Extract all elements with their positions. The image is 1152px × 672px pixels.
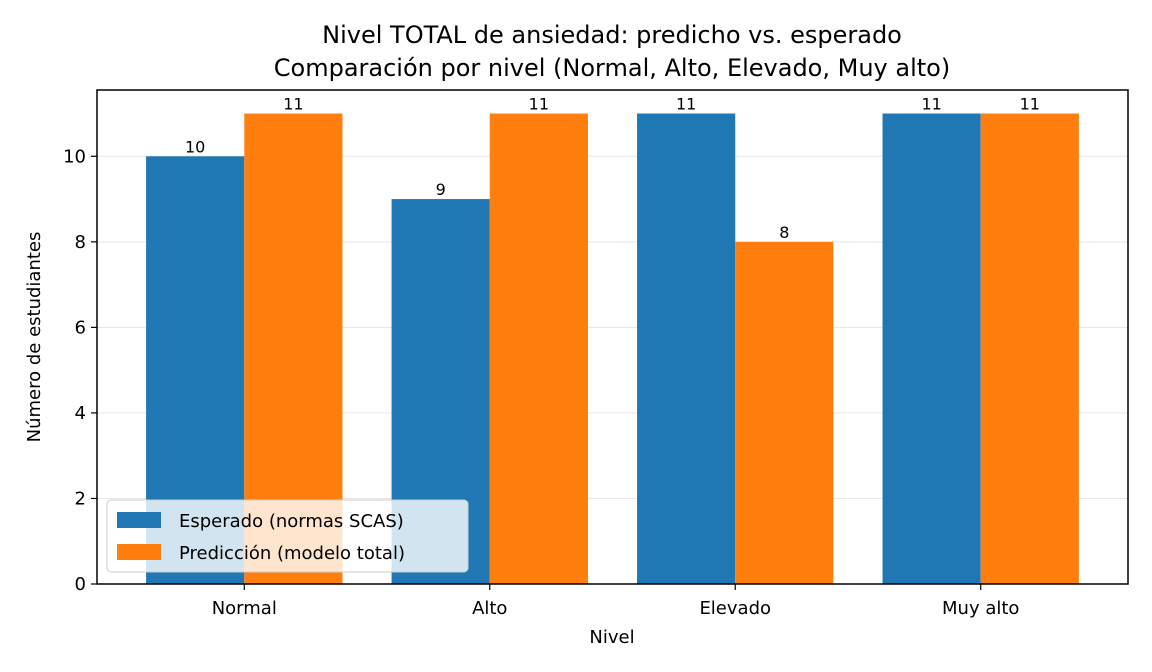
y-tick-label: 0 — [75, 574, 86, 595]
legend-swatch-esperado — [117, 512, 161, 528]
bar-value-label: 11 — [1020, 95, 1040, 114]
y-tick-label: 4 — [75, 403, 86, 424]
chart-subtitle: Comparación por nivel (Normal, Alto, Ele… — [274, 54, 950, 82]
legend-label-prediccion: Predicción (modelo total) — [179, 543, 405, 564]
bar-value-label: 9 — [436, 180, 446, 199]
legend-box — [106, 499, 469, 573]
bar — [980, 113, 1079, 585]
y-tick-label: 10 — [63, 146, 86, 167]
bar — [882, 113, 981, 585]
bar-value-label: 11 — [283, 95, 303, 114]
bar-value-label: 11 — [676, 95, 696, 114]
legend-label-esperado: Esperado (normas SCAS) — [179, 511, 404, 532]
bar — [637, 113, 736, 585]
x-tick-label: Elevado — [699, 598, 771, 619]
bar-value-label: 8 — [779, 223, 789, 242]
axis-ticks: 0 2 4 6 8 10 Normal Alto Elevado Muy alto — [63, 146, 1019, 619]
y-tick-label: 6 — [75, 317, 86, 338]
y-tick-label: 8 — [75, 232, 86, 253]
x-axis-label: Nivel — [589, 627, 634, 648]
legend: Esperado (normas SCAS) Predicción (model… — [106, 499, 469, 573]
plot-area-frame — [96, 89, 1129, 585]
x-tick-label: Alto — [472, 598, 507, 619]
legend-swatch-prediccion — [117, 544, 161, 560]
bar-value-label: 11 — [529, 95, 549, 114]
bar-value-label: 11 — [921, 95, 941, 114]
bar-value-label: 10 — [185, 137, 205, 156]
y-axis-label: Número de estudiantes — [24, 232, 45, 443]
bar-value-labels: 10 9 11 11 11 11 8 11 — [185, 95, 1040, 242]
bar — [735, 241, 834, 584]
x-tick-label: Muy alto — [942, 598, 1019, 619]
chart-title: Nivel TOTAL de ansiedad: predicho vs. es… — [322, 21, 902, 49]
y-tick-label: 2 — [75, 488, 86, 509]
bars — [146, 113, 1079, 585]
x-tick-label: Normal — [212, 598, 277, 619]
bar — [489, 113, 588, 585]
